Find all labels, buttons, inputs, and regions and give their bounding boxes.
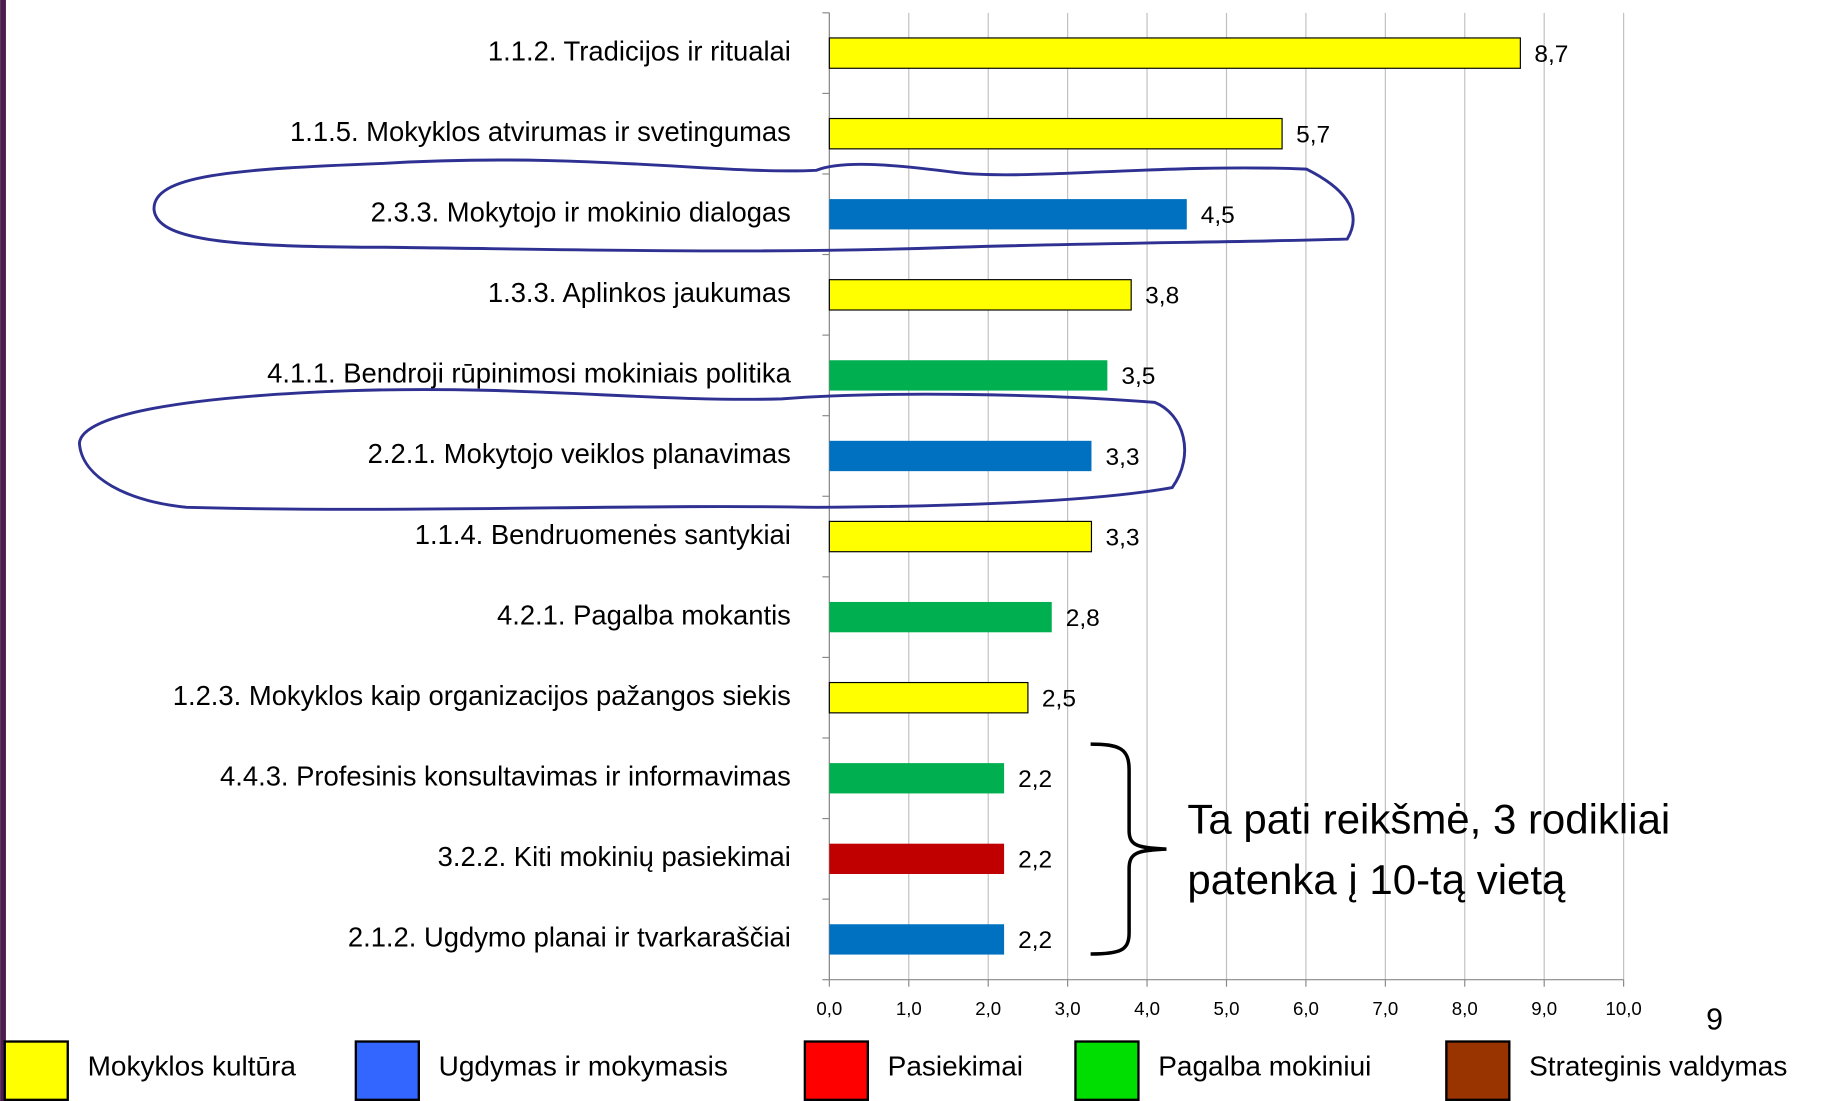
category-label: 2.1.2. Ugdymo planai ir tvarkaraščiai: [348, 922, 791, 953]
x-tick-label: 4,0: [1134, 998, 1160, 1019]
value-label: 2,2: [1018, 927, 1052, 954]
value-label: 3,5: [1121, 363, 1155, 390]
legend-swatch: [1074, 1040, 1140, 1101]
category-label: 1.2.3. Mokyklos kaip organizacijos pažan…: [173, 680, 791, 711]
value-label: 3,3: [1105, 444, 1139, 471]
value-label: 3,8: [1145, 283, 1179, 310]
bar: [828, 37, 1521, 69]
x-tick-label: 5,0: [1214, 998, 1240, 1019]
category-label: 4.4.3. Profesinis konsultavimas ir infor…: [220, 761, 791, 792]
value-label: 5,7: [1296, 121, 1330, 148]
category-label: 1.1.2. Tradicijos ir ritualai: [488, 35, 791, 66]
bar: [828, 681, 1029, 714]
bar: [829, 924, 1005, 955]
x-tick-label: 1,0: [896, 998, 922, 1019]
legend-swatch: [1445, 1040, 1511, 1101]
legend-swatch: [3, 1040, 69, 1101]
legend-label: Strateginis valdymas: [1529, 1051, 1787, 1082]
annotation: Ta pati reikšmė, 3 rodikliai: [1187, 795, 1670, 842]
value-label: 3,3: [1105, 524, 1139, 551]
value-label: 2,8: [1066, 605, 1100, 632]
category-label: 1.1.5. Mokyklos atvirumas ir svetingumas: [290, 116, 791, 147]
category-label: 2.2.1. Mokytojo veiklos planavimas: [368, 438, 791, 469]
category-label: 4.1.1. Bendroji rūpinimosi mokiniais pol…: [267, 358, 791, 389]
category-label: 3.2.2. Kiti mokinių pasiekimai: [438, 841, 791, 872]
bar: [829, 360, 1108, 391]
legend-swatch: [803, 1040, 870, 1101]
x-tick-label: 7,0: [1372, 998, 1398, 1019]
legend-label: Ugdymas ir mokymasis: [439, 1051, 728, 1082]
x-tick-label: 8,0: [1452, 998, 1478, 1019]
highlight-ellipse: [77, 388, 1187, 511]
legend-label: Pasiekimai: [888, 1051, 1023, 1082]
x-tick-label: 10,0: [1605, 998, 1641, 1019]
value-label: 2,5: [1042, 685, 1076, 712]
highlight-ellipse: [152, 158, 1355, 253]
category-label: 2.3.3. Mokytojo ir mokinio dialogas: [371, 196, 791, 227]
x-tick-label: 6,0: [1293, 998, 1319, 1019]
bar: [829, 199, 1187, 230]
legend-label: Mokyklos kultūra: [88, 1051, 297, 1082]
x-tick-label: 2,0: [975, 998, 1001, 1019]
x-tick-label: 0,0: [816, 998, 842, 1019]
bar: [829, 440, 1092, 472]
category-label: 1.3.3. Aplinkos jaukumas: [488, 277, 791, 308]
value-label: 2,2: [1018, 847, 1052, 874]
brace: [1090, 742, 1167, 956]
annotation: patenka į 10-tą vietą: [1187, 856, 1566, 903]
bar: [829, 763, 1005, 794]
legend-label: Pagalba mokiniui: [1158, 1051, 1371, 1082]
x-tick-label: 9,0: [1531, 998, 1557, 1019]
x-tick-label: 3,0: [1055, 998, 1081, 1019]
category-label: 4.2.1. Pagalba mokantis: [497, 599, 791, 630]
category-label: 1.1.4. Bendruomenės santykiai: [415, 519, 791, 550]
left-border: [0, 0, 6, 1101]
page-number: 9: [1706, 1004, 1723, 1037]
bar: [829, 843, 1005, 875]
value-label: 4,5: [1201, 202, 1235, 229]
value-label: 8,7: [1534, 41, 1568, 68]
bar: [828, 520, 1093, 553]
legend-swatch: [354, 1040, 420, 1101]
value-label: 2,2: [1018, 766, 1052, 793]
bar: [828, 117, 1283, 150]
bar: [828, 279, 1132, 311]
bar: [829, 601, 1052, 633]
